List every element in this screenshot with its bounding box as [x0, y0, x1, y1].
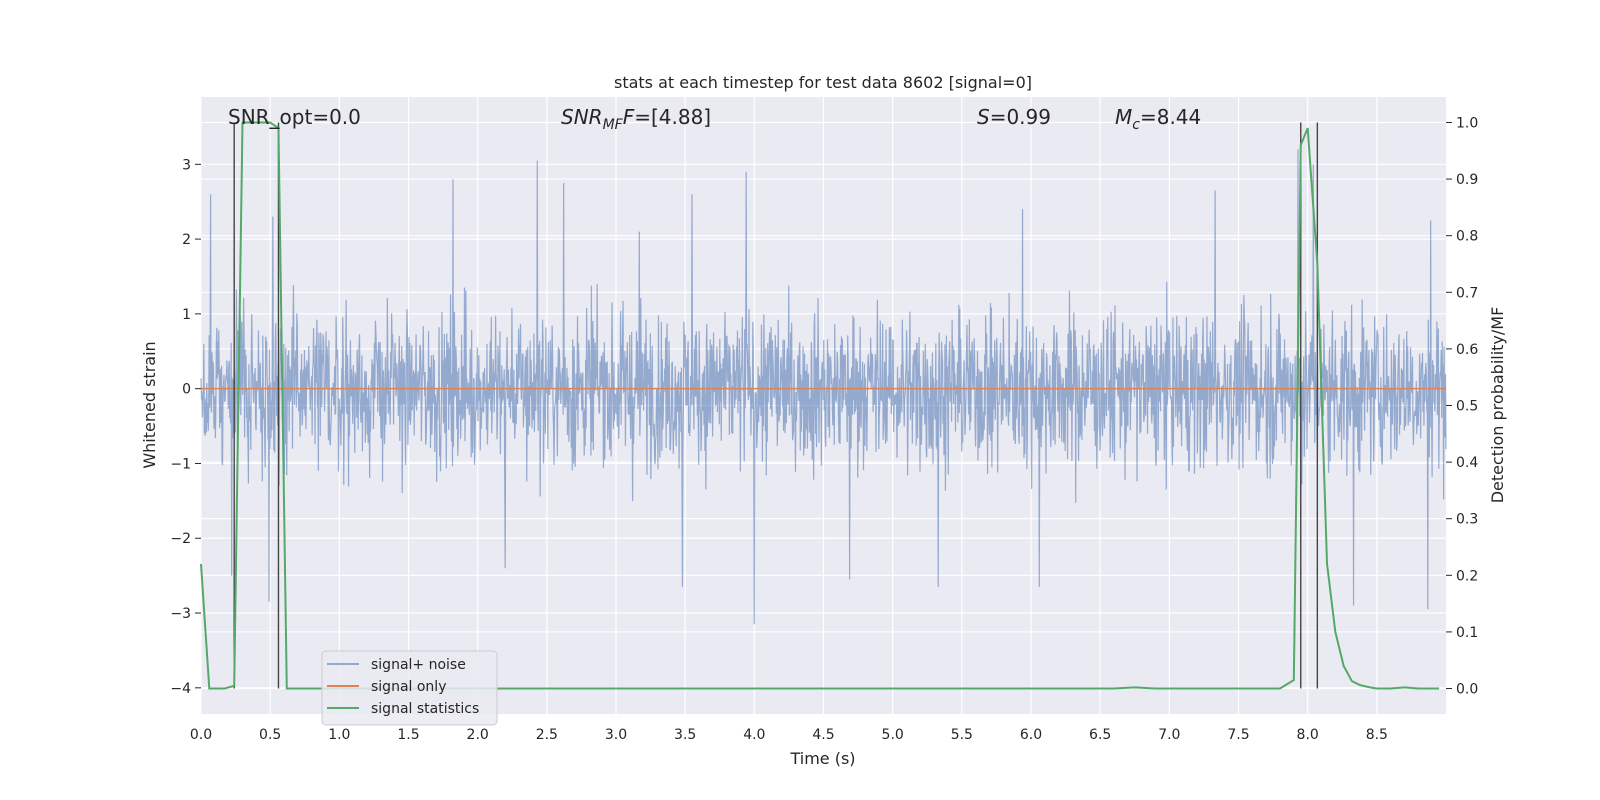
y2-tick-label-9: 0.9: [1456, 172, 1478, 188]
annotation-snr-opt: SNR_opt=0.0: [228, 105, 361, 129]
noise-line: [200, 149, 1447, 625]
x-tick-label-10: 5.0: [882, 727, 904, 743]
y-tick-label-4: 0: [182, 382, 191, 398]
x-tick-label-1: 0.5: [259, 727, 281, 743]
series-signal-statistics: [200, 121, 1440, 690]
y2-tick-label-1: 0.1: [1456, 625, 1478, 641]
y-tick-label-3: −1: [170, 456, 191, 472]
y2-tick-label-7: 0.7: [1456, 285, 1478, 301]
y2-tick-label-2: 0.2: [1456, 568, 1478, 584]
x-tick-label-16: 8.0: [1297, 727, 1319, 743]
tick-labels: 0.0 0.5 1.0 1.5 2.0 2.5 3.0 3.5 4.0 4.5 5.0 5.5 6.0 6…: [170, 115, 1478, 743]
x-tick-label-0: 0.0: [190, 727, 212, 743]
x-tick-label-5: 2.5: [536, 727, 558, 743]
y2-tick-label-10: 1.0: [1456, 115, 1478, 131]
chart-title: stats at each timestep for test data 860…: [614, 73, 1032, 92]
y-tick-label-0: −4: [170, 681, 191, 697]
x-tick-label-13: 6.5: [1089, 727, 1111, 743]
signal-statistics-line: [200, 121, 1440, 690]
y2-tick-label-4: 0.4: [1456, 455, 1478, 471]
x-tick-label-2: 1.0: [328, 727, 350, 743]
y2-tick-label-0: 0.0: [1456, 682, 1478, 698]
y2-axis-label: Detection probability/MF: [1488, 307, 1507, 504]
legend-box: [321, 650, 498, 726]
y2-tick-label-3: 0.3: [1456, 512, 1478, 528]
x-tick-label-9: 4.5: [812, 727, 834, 743]
annotation-snr-mf: SNRMFF=[4.88]: [561, 105, 711, 133]
annotation-mc: Mc=8.44: [1115, 105, 1201, 133]
y2-tick-label-8: 0.8: [1456, 229, 1478, 245]
legend-label-signal-noise: signal+ noise: [371, 657, 466, 673]
y-tick-label-7: 3: [182, 157, 191, 173]
legend-label-signal-statistics: signal statistics: [371, 701, 479, 717]
y-tick-label-2: −2: [170, 531, 191, 547]
x-tick-label-8: 4.0: [743, 727, 765, 743]
x-tick-label-17: 8.5: [1366, 727, 1388, 743]
y-tick-label-6: 2: [182, 232, 191, 248]
grid-lines: [200, 97, 1446, 714]
series-signal-noise: [200, 149, 1447, 625]
legend: signal+ noise signal only signal statist…: [321, 650, 498, 726]
y2-tick-label-6: 0.6: [1456, 342, 1478, 358]
x-tick-label-15: 7.5: [1227, 727, 1249, 743]
x-tick-label-14: 7.0: [1158, 727, 1180, 743]
x-tick-label-6: 3.0: [605, 727, 627, 743]
x-tick-label-11: 5.5: [951, 727, 973, 743]
y-tick-label-5: 1: [182, 307, 191, 323]
annotation-s: S=0.99: [977, 105, 1051, 129]
y-tick-label-1: −3: [170, 606, 191, 622]
legend-label-signal-only: signal only: [371, 679, 446, 695]
x-axis-label: Time (s): [789, 749, 855, 768]
x-tick-label-3: 1.5: [397, 727, 419, 743]
x-tick-label-12: 6.0: [1020, 727, 1042, 743]
x-tick-label-7: 3.5: [674, 727, 696, 743]
y2-tick-label-5: 0.5: [1456, 399, 1478, 415]
y-axis-label: Whitened strain: [140, 341, 159, 468]
x-tick-label-4: 2.0: [467, 727, 489, 743]
vertical-markers: [233, 122, 1319, 689]
